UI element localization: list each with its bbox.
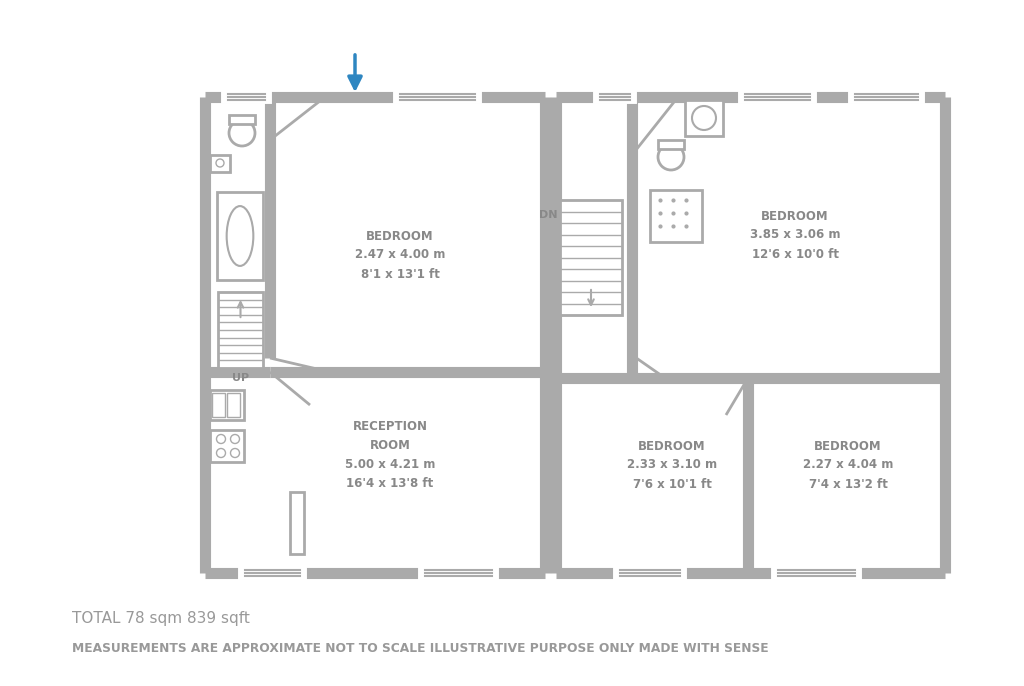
Bar [650, 190, 702, 242]
Text: BEDROOM
2.27 x 4.04 m
7'4 x 13'2 ft: BEDROOM 2.27 x 4.04 m 7'4 x 13'2 ft [803, 440, 893, 490]
Circle shape [216, 434, 225, 444]
Circle shape [216, 449, 225, 458]
Text: BEDROOM
3.85 x 3.06 m
12'6 x 10'0 ft: BEDROOM 3.85 x 3.06 m 12'6 x 10'0 ft [750, 209, 841, 261]
Text: MEASUREMENTS ARE APPROXIMATE NOT TO SCALE ILLUSTRATIVE PURPOSE ONLY MADE WITH SE: MEASUREMENTS ARE APPROXIMATE NOT TO SCAL… [72, 641, 769, 654]
Bar [560, 200, 622, 315]
Ellipse shape [226, 206, 253, 266]
Circle shape [216, 159, 224, 167]
Circle shape [230, 449, 240, 458]
Circle shape [229, 120, 255, 146]
Bar [229, 115, 255, 124]
Bar [218, 292, 263, 368]
Bar [210, 155, 230, 172]
Bar [290, 492, 304, 554]
Bar [658, 140, 684, 149]
Circle shape [658, 144, 684, 170]
Bar [227, 393, 240, 417]
Text: RECEPTION
ROOM
5.00 x 4.21 m
16'4 x 13'8 ft: RECEPTION ROOM 5.00 x 4.21 m 16'4 x 13'8… [345, 420, 435, 490]
Circle shape [692, 106, 716, 130]
Bar [217, 192, 263, 280]
Text: BEDROOM
2.47 x 4.00 m
8'1 x 13'1 ft: BEDROOM 2.47 x 4.00 m 8'1 x 13'1 ft [354, 230, 445, 281]
Bar [685, 100, 723, 136]
Text: BEDROOM
2.33 x 3.10 m
7'6 x 10'1 ft: BEDROOM 2.33 x 3.10 m 7'6 x 10'1 ft [627, 440, 717, 490]
Bar [210, 390, 244, 420]
Bar [212, 393, 225, 417]
Text: DN: DN [539, 210, 557, 220]
Text: TOTAL 78 sqm 839 sqft: TOTAL 78 sqm 839 sqft [72, 611, 250, 626]
Bar [210, 430, 244, 462]
Text: UP: UP [232, 373, 249, 383]
Circle shape [230, 434, 240, 444]
